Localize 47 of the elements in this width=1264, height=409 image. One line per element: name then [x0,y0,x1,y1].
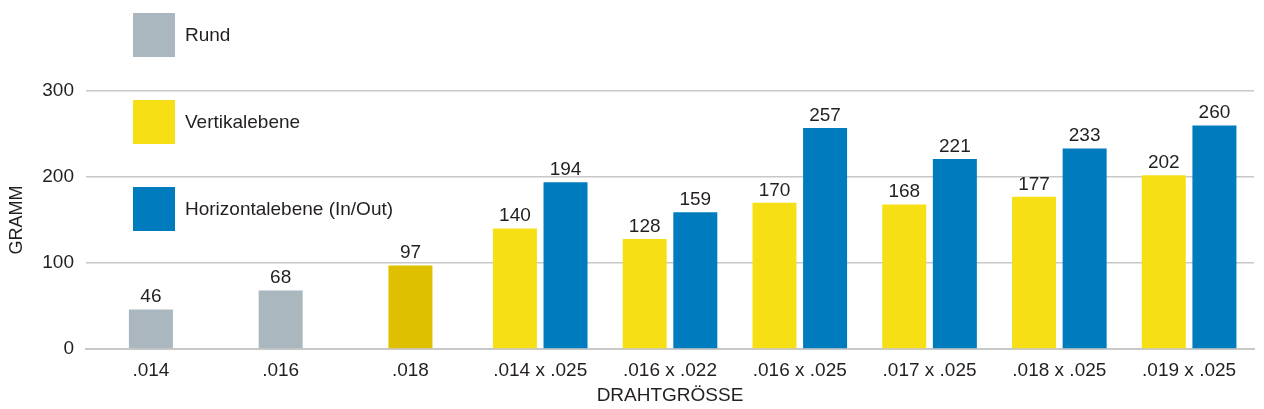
data-label: 159 [679,187,712,209]
bar [1192,125,1237,349]
y-tick-label: 200 [42,165,74,187]
x-tick-label: .016 [262,358,300,380]
y-axis-title: GRAMM [5,185,26,255]
data-label: 68 [270,266,292,288]
bar [492,228,537,349]
data-label: 233 [1068,124,1101,146]
x-tick-label: .018 [391,358,429,380]
bar [1062,148,1107,349]
bar [673,212,718,349]
data-label: 128 [628,214,661,236]
bar [752,202,797,349]
data-label: 168 [888,180,921,202]
x-tick-label: .017 x .025 [882,358,977,380]
data-label: 221 [939,134,971,156]
x-tick-label: .018 x .025 [1012,358,1107,380]
data-label: 140 [499,204,531,226]
x-axis-title: DRAHTGRÖSSE [596,383,744,405]
data-label: 257 [809,103,841,125]
y-tick-label: 100 [42,251,74,273]
bar [1141,175,1186,349]
bar [1012,196,1057,349]
x-tick-label: .014 x .025 [493,358,588,380]
bar [882,204,927,349]
data-label: 202 [1147,151,1180,173]
bar [128,309,173,349]
data-label: 177 [1018,172,1050,194]
legend-label: Horizontalebene (In/Out) [185,198,394,220]
x-tick-label: .019 x .025 [1142,358,1237,380]
bar [622,238,667,349]
legend-label: Rund [185,24,231,46]
x-tick-label: .016 x .022 [622,358,718,380]
data-label: 194 [549,157,582,179]
y-tick-label: 0 [63,337,74,359]
legend-label: Vertikalebene [185,111,301,133]
data-label: 46 [140,285,162,307]
y-tick-label: 300 [42,79,74,101]
bar [543,182,588,349]
data-label: 97 [399,241,422,263]
data-label: 260 [1198,101,1231,123]
bar [803,127,848,349]
data-label: 170 [758,178,791,200]
bar [258,290,303,349]
x-tick-label: .016 x .025 [752,358,847,380]
x-tick-label: .014 [132,358,170,380]
bar [932,158,977,349]
